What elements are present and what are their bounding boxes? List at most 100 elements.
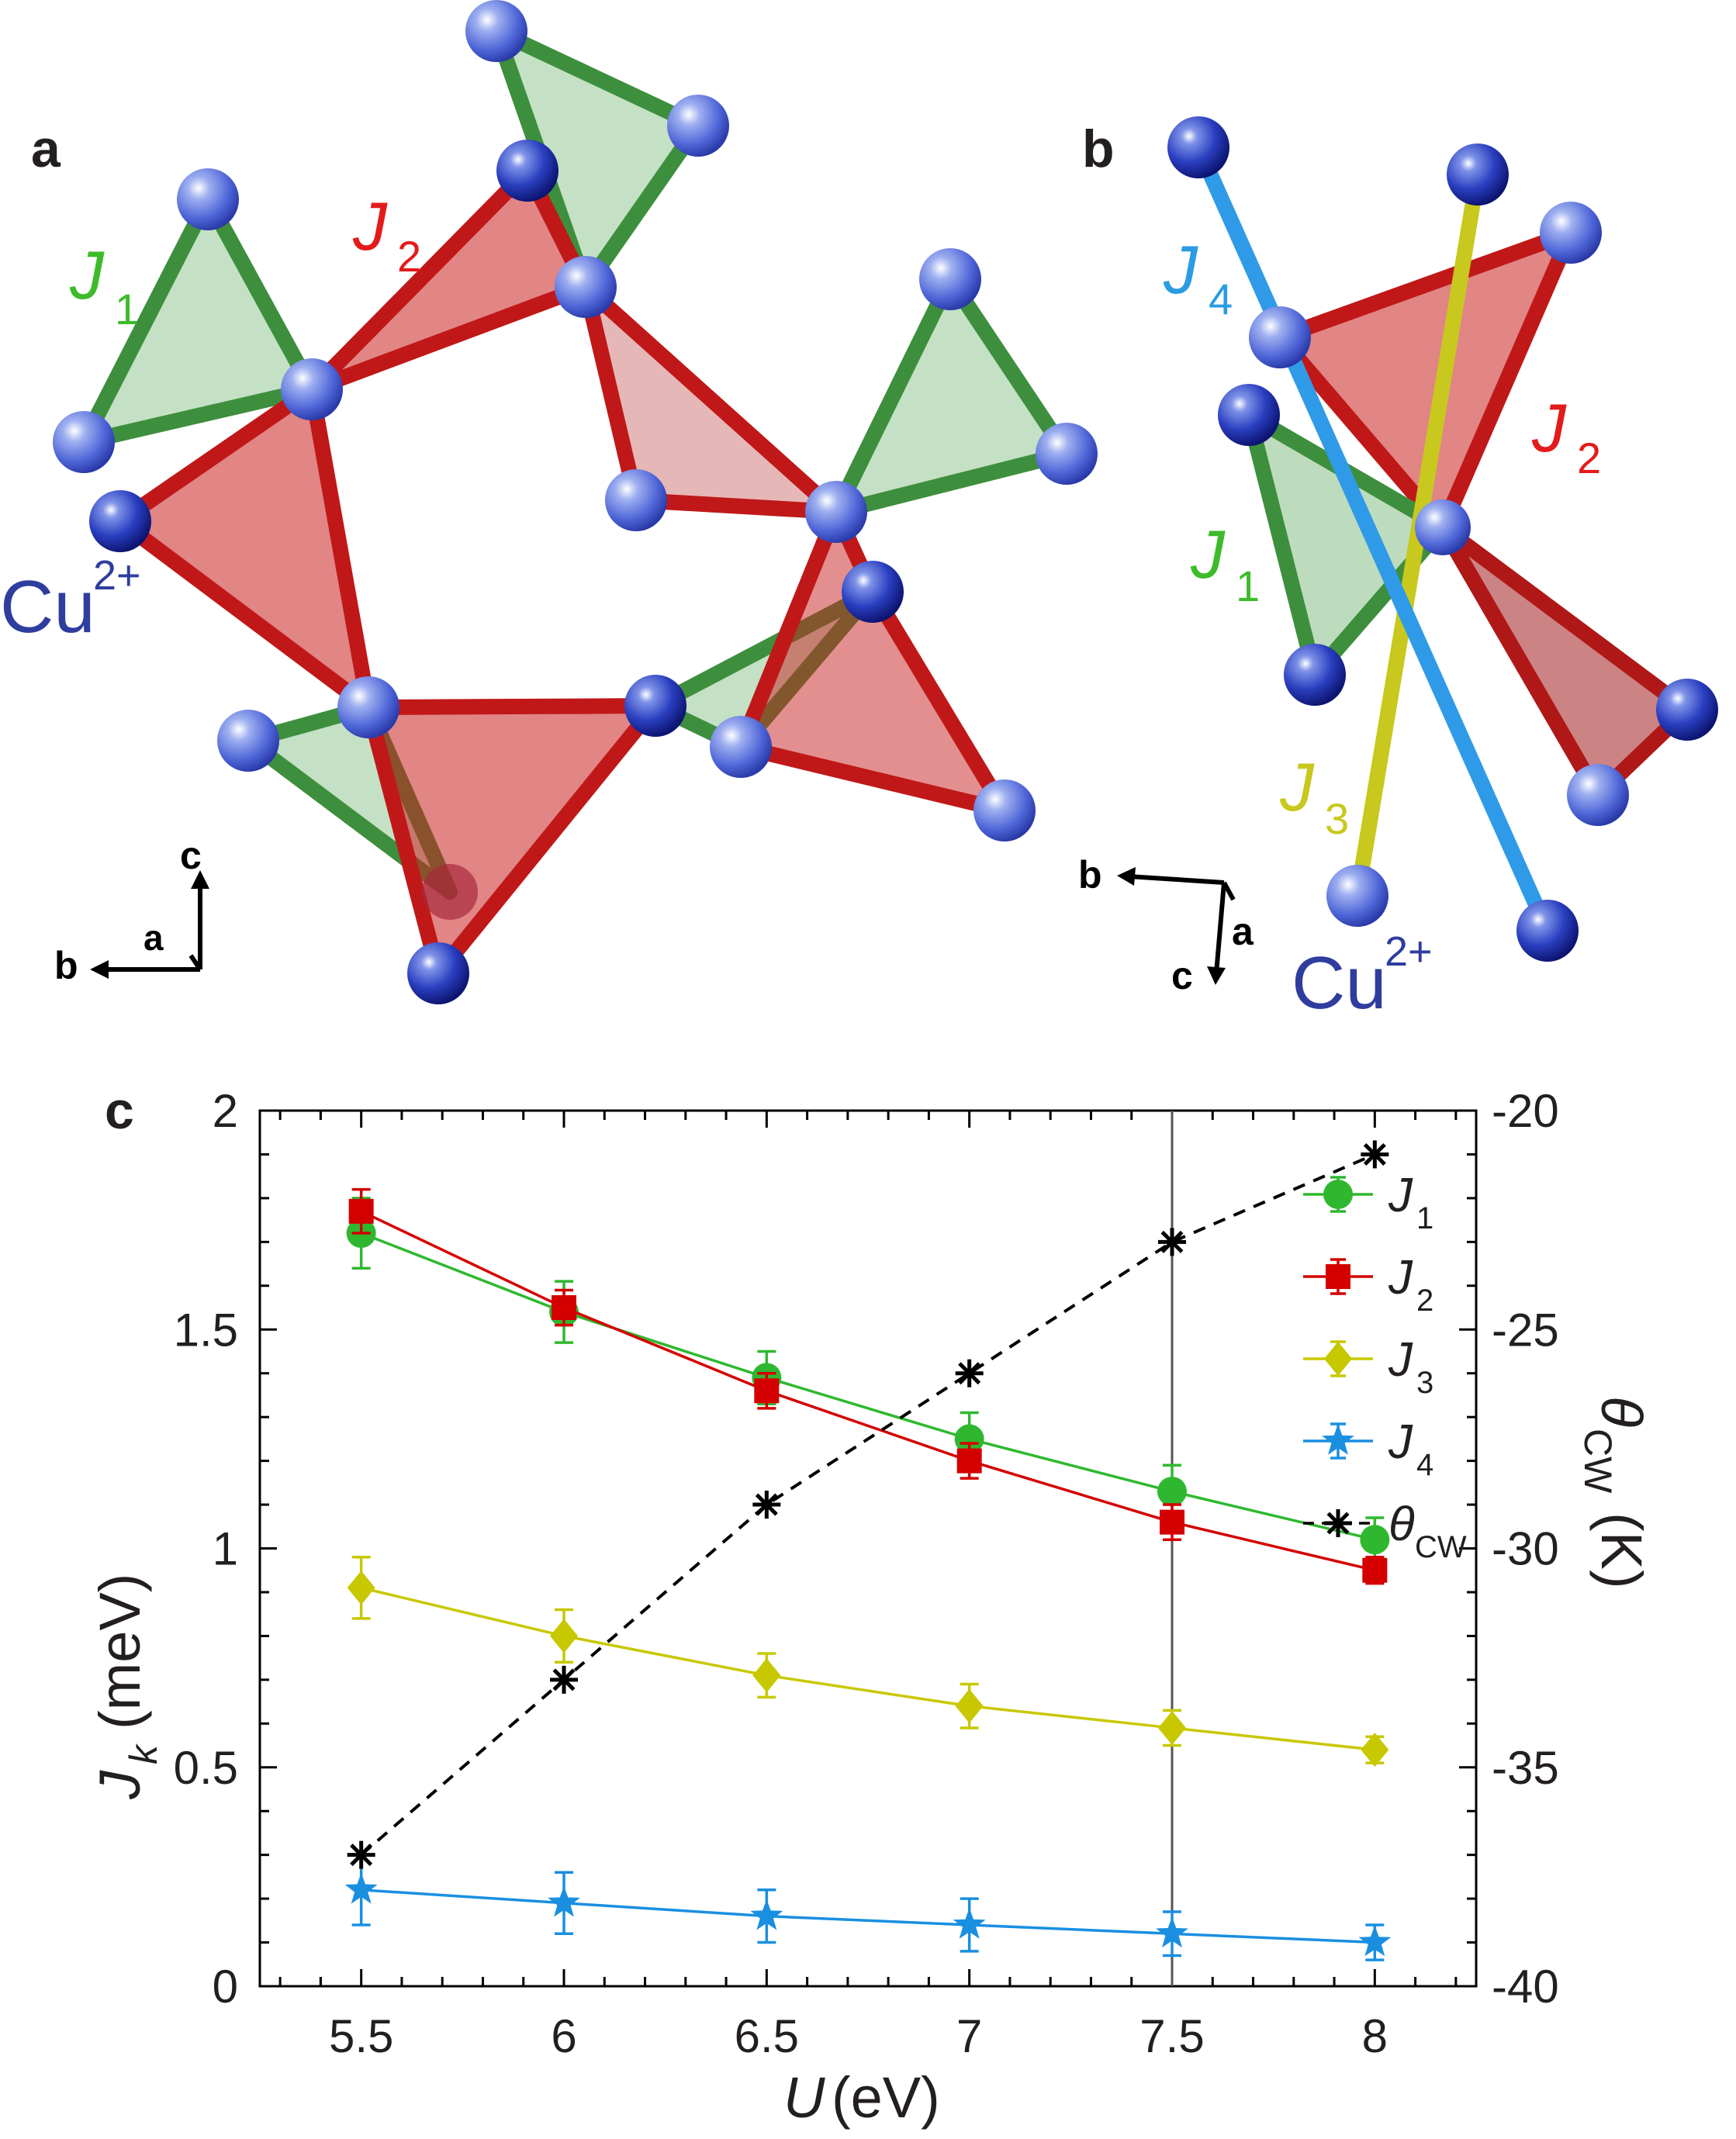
asterisk-stroke — [958, 1362, 981, 1385]
point-j1 — [1360, 1525, 1390, 1555]
tick-labels: 5.5 6 6.5 7 7.5 8 0 0.5 1 1.5 2 -40 -35 -30 -25 -20 — [174, 1085, 1559, 2062]
point-j3 — [1158, 1710, 1186, 1745]
x-axis-title: U (eV) — [783, 2065, 940, 2130]
x-tick-label: 6 — [551, 2010, 576, 2062]
legend-marker — [1324, 1509, 1352, 1537]
asterisk-stroke — [1363, 1142, 1386, 1166]
y-tick-label: 0 — [213, 1961, 238, 2013]
point-j4 — [548, 1885, 580, 1917]
point-theta — [752, 1491, 781, 1519]
legend: J 1J 2J 3J 4θ CW — [1303, 1169, 1467, 1564]
cu-ion-label-b: Cu 2+ — [1292, 928, 1433, 1025]
point-j4 — [344, 1872, 378, 1904]
svg-text:J: J — [88, 1770, 152, 1800]
j2-triangle-b-lower — [1435, 520, 1695, 803]
svg-text:θ: θ — [1589, 1396, 1654, 1427]
axis-b-label-b: b — [1078, 853, 1102, 897]
legend-sub: 4 — [1416, 1448, 1433, 1482]
cu-atoms-a — [53, 0, 1098, 1004]
point-j2 — [348, 1198, 374, 1224]
legend-marker — [1324, 1342, 1352, 1376]
svg-text:2+: 2+ — [1385, 928, 1433, 975]
y-tick-label: 0.5 — [174, 1742, 238, 1794]
asterisk-stroke — [1326, 1512, 1350, 1535]
plot-ticks — [260, 1109, 1476, 1988]
point-j2 — [1362, 1557, 1388, 1583]
axis-a-label-b: a — [1232, 910, 1254, 953]
svg-text:Cu: Cu — [1292, 942, 1387, 1025]
j1-triangles-a — [76, 23, 1074, 900]
legend-marker — [1322, 1424, 1354, 1455]
series-line-j2 — [360, 1210, 1375, 1572]
legend-marker — [1326, 1264, 1350, 1289]
svg-text:2: 2 — [1577, 434, 1601, 482]
series-line-theta — [360, 1152, 1376, 1857]
legend-label: J — [1388, 1333, 1413, 1387]
y2-tick-label: -30 — [1492, 1523, 1559, 1575]
y-tick-label: 1 — [213, 1523, 238, 1575]
svg-text:2: 2 — [397, 232, 421, 281]
legend-label: θ — [1388, 1498, 1415, 1551]
cu-ion-label-a: Cu 2+ — [0, 552, 141, 648]
series-line-j3 — [361, 1586, 1375, 1751]
svg-text:2+: 2+ — [93, 552, 141, 599]
j1-label-b: J 1 — [1190, 516, 1260, 610]
panel-a-label: a — [31, 119, 61, 178]
series-line-j1 — [361, 1232, 1375, 1541]
asterisk-stroke — [755, 1493, 778, 1516]
j2-triangle-b-upper — [1272, 225, 1579, 535]
crystal-axes-a — [90, 870, 209, 979]
j2-triangles-a — [112, 163, 1012, 981]
point-theta — [955, 1359, 984, 1387]
legend-sub: 3 — [1416, 1366, 1433, 1400]
point-j2 — [1160, 1509, 1184, 1535]
y-tick-label: 1.5 — [174, 1304, 238, 1356]
x-tick-label: 8 — [1362, 2010, 1388, 2062]
legend-entry-theta: θ CW — [1303, 1498, 1467, 1564]
point-j4 — [1358, 1925, 1392, 1957]
legend-marker — [1323, 1180, 1353, 1209]
axis-c-label-a: c — [180, 834, 202, 877]
y2-tick-label: -20 — [1492, 1085, 1559, 1137]
cu-atoms-b — [1167, 116, 1718, 962]
panel-c-chart: c 5.5 6 6.5 7 7.5 8 0 0.5 1 1.5 2 -40 -35 -30 -25 -20 J… — [88, 1081, 1654, 2130]
svg-text:k: k — [122, 1743, 165, 1764]
svg-text:U: U — [783, 2065, 825, 2130]
y2-tick-label: -25 — [1492, 1304, 1559, 1356]
point-theta — [347, 1840, 375, 1869]
series-line-j4 — [361, 1888, 1375, 1944]
legend-sub: 2 — [1416, 1284, 1433, 1318]
point-j2 — [552, 1295, 576, 1321]
svg-text:(K): (K) — [1589, 1512, 1654, 1589]
point-j2 — [956, 1448, 982, 1474]
point-j3 — [1361, 1733, 1389, 1768]
y2-tick-label: -35 — [1492, 1742, 1559, 1794]
svg-text:4: 4 — [1209, 275, 1233, 323]
svg-text:CW: CW — [1576, 1429, 1620, 1494]
y2-tick-label: -40 — [1492, 1961, 1559, 2013]
panel-c-label: c — [105, 1081, 134, 1140]
legend-label: J — [1388, 1415, 1413, 1469]
point-j4 — [750, 1899, 783, 1930]
j2-label-b: J 2 — [1531, 389, 1601, 482]
asterisk-stroke — [350, 1844, 373, 1867]
legend-sub: 1 — [1416, 1201, 1433, 1235]
j1-label-a: J 1 — [69, 237, 139, 333]
svg-text:J: J — [1190, 516, 1226, 593]
point-j1 — [954, 1424, 984, 1454]
panel-b: b J 4 J 2 J 1 J 3 Cu 2+ b a c — [1078, 116, 1718, 1025]
y-axis-title: J k (meV) — [88, 1574, 165, 1800]
point-j4 — [953, 1908, 986, 1939]
svg-text:J: J — [1163, 231, 1198, 308]
j4-bond — [1191, 140, 1555, 938]
point-theta — [550, 1665, 578, 1694]
point-j3 — [347, 1571, 375, 1605]
axis-c-label-b: c — [1171, 954, 1193, 997]
point-j3 — [955, 1688, 984, 1723]
j2-label-a: J 2 — [352, 188, 421, 281]
svg-text:J: J — [1531, 389, 1567, 466]
y-tick-label: 2 — [213, 1085, 238, 1137]
legend-label: J — [1388, 1251, 1413, 1304]
